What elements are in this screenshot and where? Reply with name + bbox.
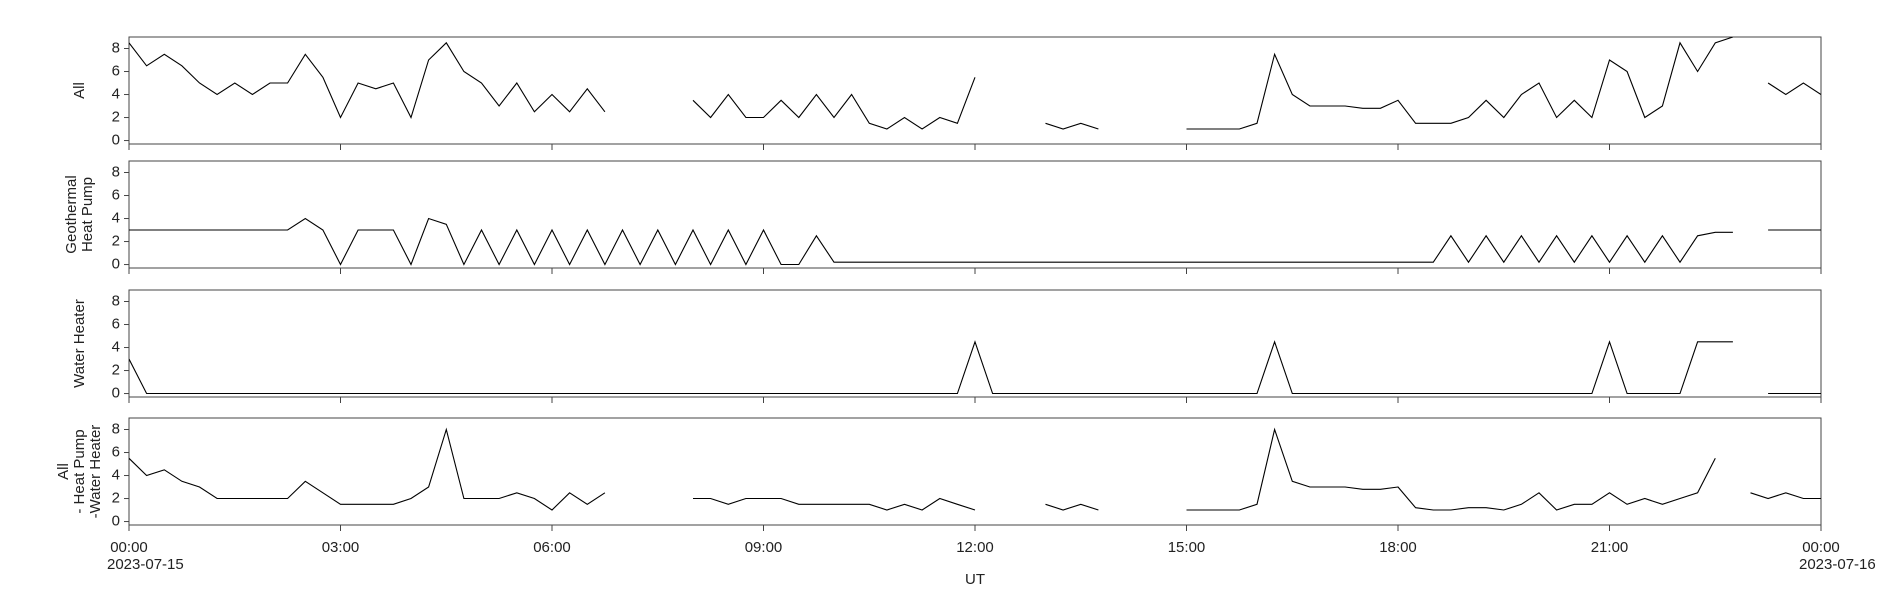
series-line [129, 427, 1821, 511]
x-tick-label: 00:00 [1802, 539, 1840, 556]
y-tick-label: 6 [112, 443, 120, 460]
y-tick-label: 0 [112, 132, 120, 149]
y-axis-label: Water Heater [71, 299, 88, 388]
y-tick-label: 2 [112, 233, 120, 250]
x-tick-label: 00:00 [110, 539, 148, 556]
x-tick-label: 12:00 [956, 539, 994, 556]
x-tick-label: 03:00 [322, 539, 360, 556]
y-tick-label: 4 [112, 338, 120, 355]
date-label: 2023-07-15 [107, 556, 184, 573]
y-tick-label: 6 [112, 186, 120, 203]
y-tick-label: 2 [112, 362, 120, 379]
series-line [129, 340, 1821, 395]
y-tick-label: 6 [112, 62, 120, 79]
series-line [129, 37, 1821, 130]
y-tick-label: 8 [112, 292, 120, 309]
y-tick-label: 0 [112, 256, 120, 273]
y-tick-label: 8 [112, 163, 120, 180]
y-axis-label: -Water Heater [87, 425, 104, 519]
x-tick-label: 09:00 [745, 539, 783, 556]
x-tick-label: 18:00 [1379, 539, 1417, 556]
x-tick-label: 21:00 [1591, 539, 1629, 556]
y-axis-label: All [55, 463, 72, 480]
y-tick-label: 0 [112, 385, 120, 402]
y-tick-label: 4 [112, 209, 120, 226]
series-line [129, 217, 1821, 266]
panel-frame [128, 417, 1822, 526]
y-tick-label: 2 [112, 490, 120, 507]
y-tick-label: 8 [112, 39, 120, 56]
y-axis-label: All [71, 82, 88, 99]
panel-frame [128, 36, 1822, 145]
y-tick-label: 0 [112, 513, 120, 530]
y-tick-label: 6 [112, 315, 120, 332]
x-tick-label: 15:00 [1168, 539, 1206, 556]
y-tick-label: 4 [112, 466, 120, 483]
y-tick-label: 2 [112, 109, 120, 126]
y-axis-label: Heat Pump [79, 177, 96, 252]
x-axis-label: UT [965, 571, 985, 588]
y-tick-label: 8 [112, 420, 120, 437]
x-tick-label: 06:00 [533, 539, 571, 556]
y-tick-label: 4 [112, 85, 120, 102]
y-axis-label: Geothermal [63, 175, 80, 253]
date-label: 2023-07-16 [1799, 556, 1876, 573]
y-axis-label: - Heat Pump [71, 429, 88, 513]
